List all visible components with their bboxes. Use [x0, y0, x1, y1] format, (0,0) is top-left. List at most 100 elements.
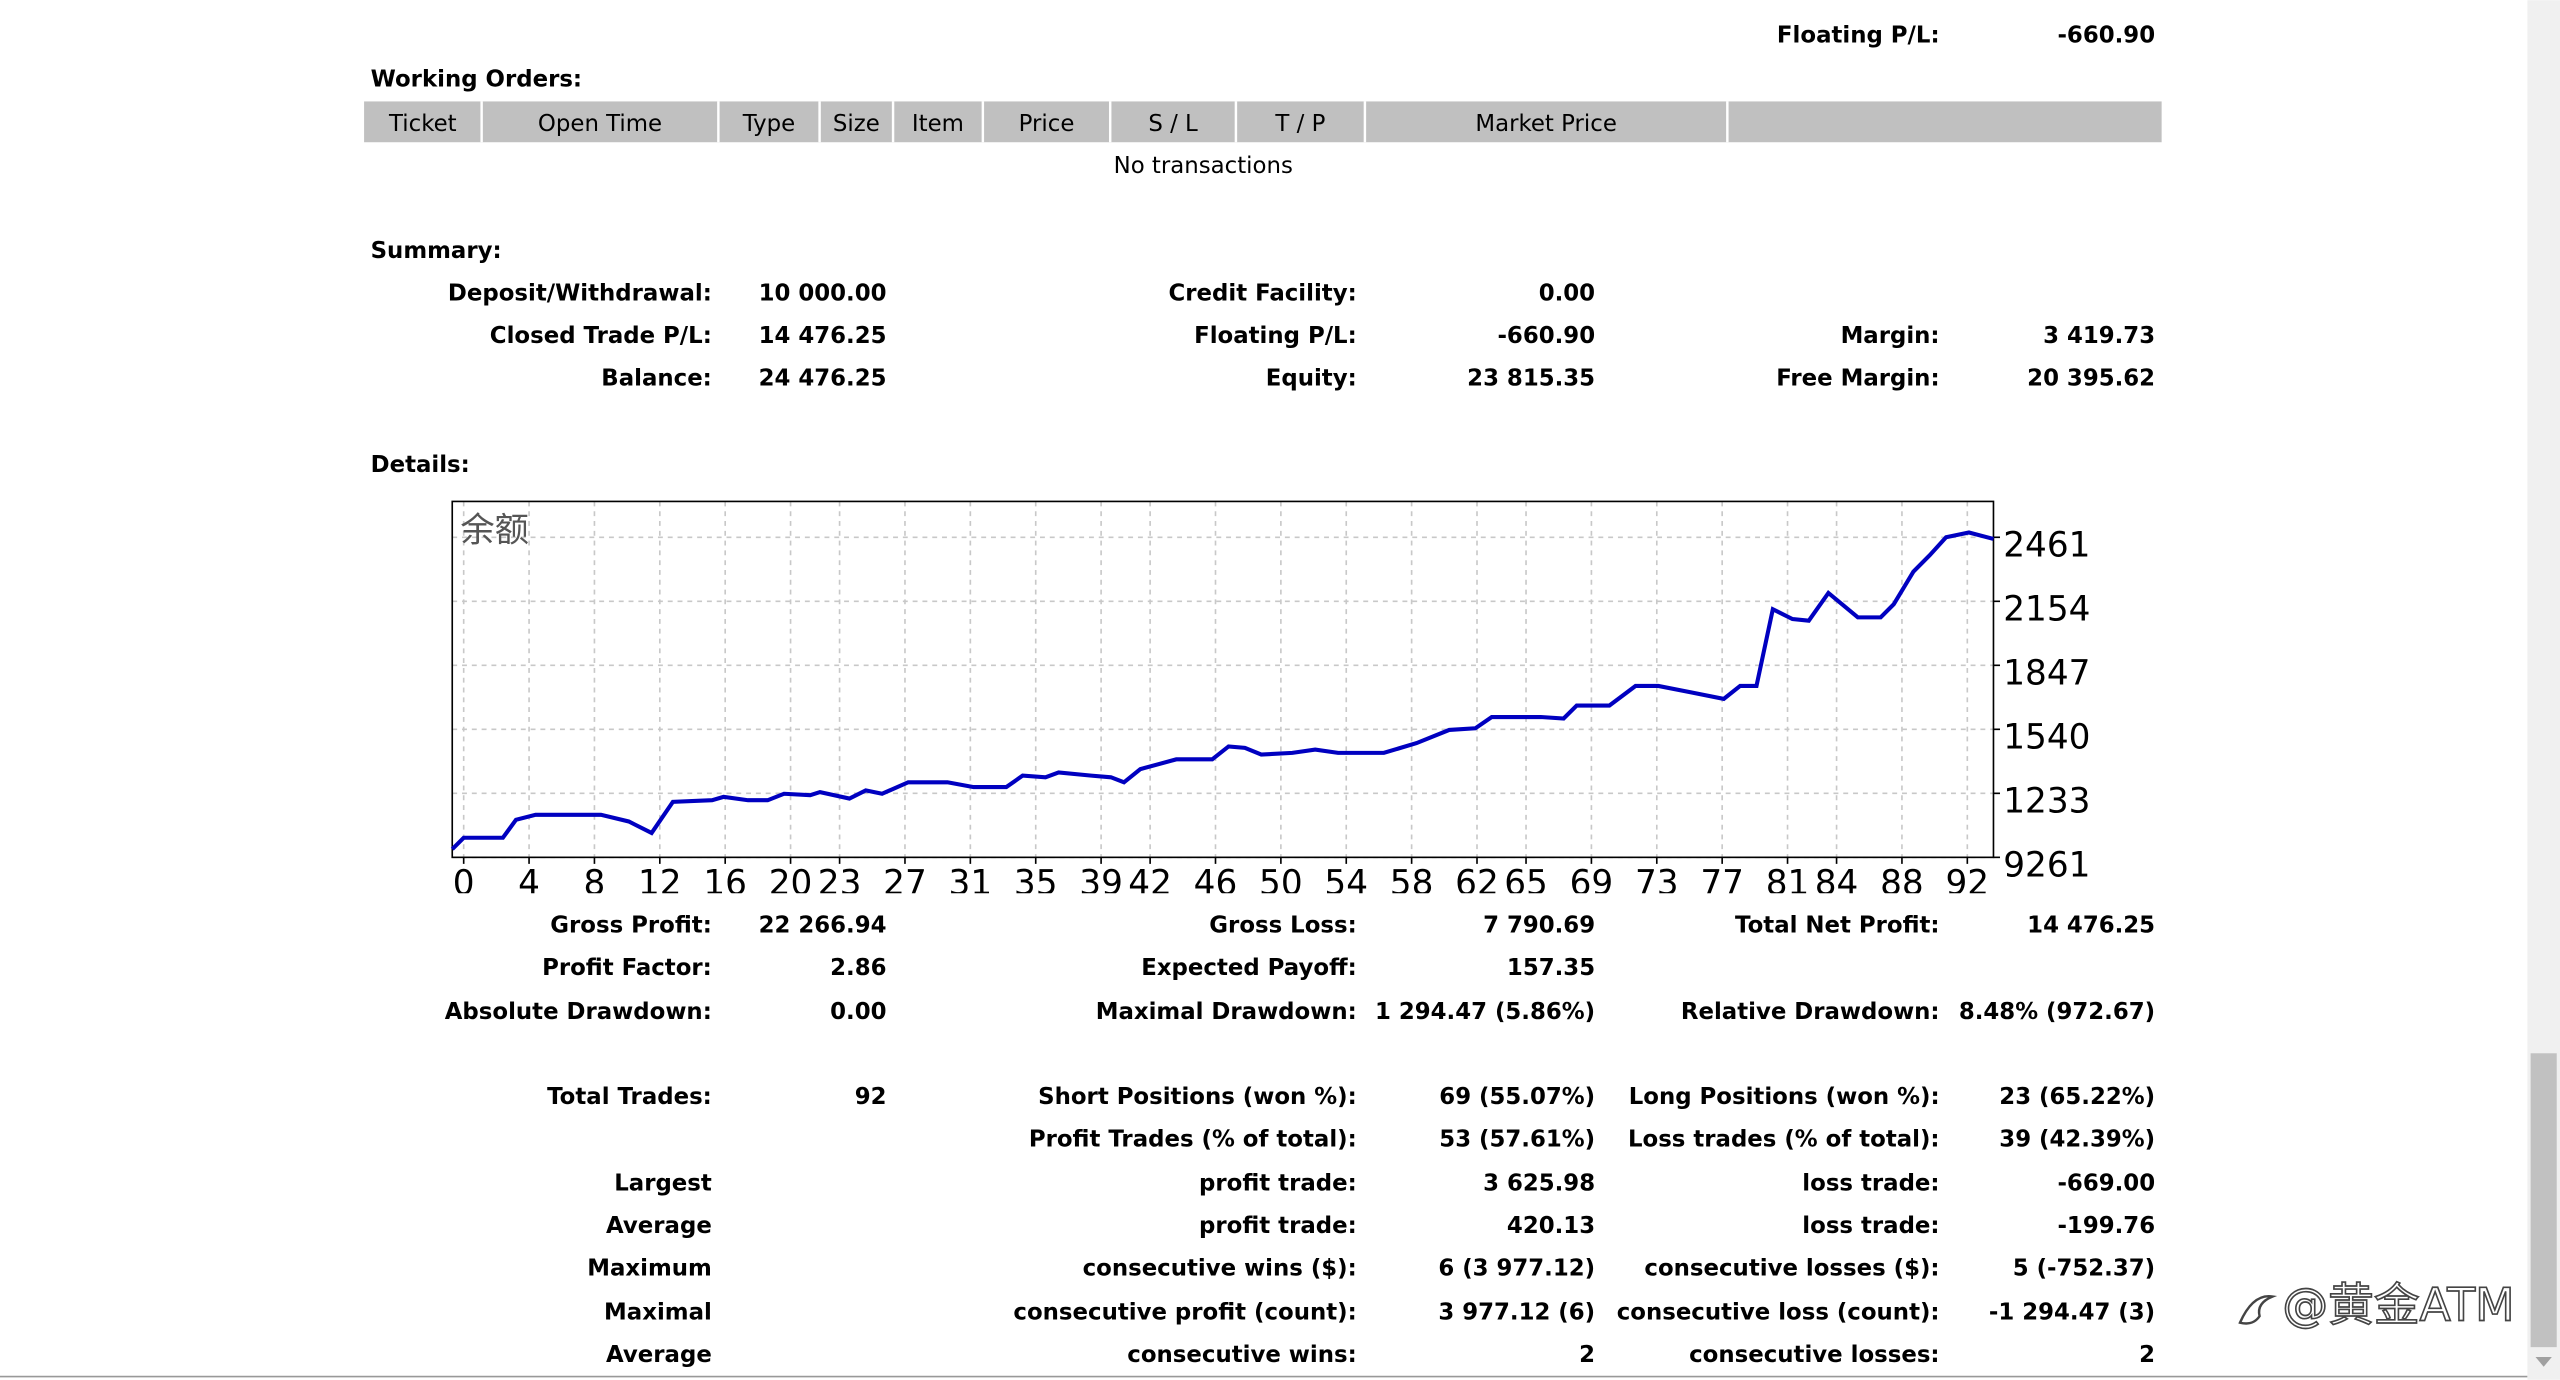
x-tick-label: 23	[818, 864, 862, 904]
x-tick-label: 77	[1700, 864, 1744, 904]
balance-line	[450, 530, 1994, 851]
field-value: 3 419.73	[2043, 323, 2155, 349]
field-value: 420.13	[1507, 1213, 1595, 1239]
field-label: Long Positions (won %):	[1629, 1084, 1940, 1110]
field-value: 24 476.25	[759, 365, 887, 391]
field-label: Largest	[614, 1170, 712, 1196]
x-tick-label: 58	[1390, 864, 1434, 904]
column-header: Type	[742, 111, 795, 137]
field-label: Maximal Drawdown:	[1096, 999, 1357, 1025]
plot-border	[451, 500, 1995, 859]
field-value: 23 815.35	[1467, 365, 1595, 391]
field-label: Loss trades (% of total):	[1628, 1126, 1940, 1152]
column-header: Market Price	[1475, 111, 1617, 137]
x-tick-label: 46	[1194, 864, 1238, 904]
field-label: Average	[606, 1213, 712, 1239]
section-title: Summary:	[371, 238, 502, 264]
column-header: Size	[833, 111, 880, 137]
field-value: 157.35	[1507, 955, 1595, 981]
field-label: profit trade:	[1199, 1170, 1357, 1196]
x-tick-label: 42	[1128, 864, 1172, 904]
field-value: -199.76	[2057, 1213, 2155, 1239]
y-tick-label: 2154	[2003, 590, 2090, 630]
field-value: 6 (3 977.12)	[1438, 1255, 1595, 1281]
x-tick-label: 39	[1079, 864, 1123, 904]
scroll-thumb[interactable]	[2530, 1053, 2557, 1348]
watermark-icon	[2238, 1295, 2278, 1325]
chart-title: 余额	[460, 510, 529, 550]
empty-note: No transactions	[1114, 153, 1293, 179]
field-label: loss trade:	[1802, 1170, 1939, 1196]
x-tick-label: 81	[1766, 864, 1810, 904]
field-label: consecutive profit (count):	[1013, 1299, 1356, 1325]
section-title: Working Orders:	[371, 67, 582, 93]
field-value: 8.48% (972.67)	[1959, 999, 2155, 1025]
field-label: Gross Profit:	[550, 912, 712, 938]
y-tick-label: 1847	[2003, 654, 2090, 694]
y-tick-label: 1540	[2003, 718, 2090, 758]
x-tick-label: 50	[1259, 864, 1303, 904]
field-label: Total Net Profit:	[1735, 912, 1940, 938]
x-tick-label: 35	[1014, 864, 1058, 904]
x-tick-label: 20	[769, 864, 813, 904]
field-value: 53 (57.61%)	[1439, 1126, 1595, 1152]
field-value: -669.00	[2057, 1170, 2155, 1196]
field-value: 69 (55.07%)	[1439, 1084, 1595, 1110]
field-value: 14 476.25	[759, 323, 887, 349]
y-tick-label: 9261	[2003, 846, 2090, 886]
column-header: Ticket	[388, 111, 457, 137]
field-label: loss trade:	[1802, 1213, 1939, 1239]
column-header: Price	[1019, 111, 1075, 137]
column-header: S / L	[1148, 111, 1198, 137]
x-tick-label: 69	[1570, 864, 1614, 904]
x-tick-label: 65	[1504, 864, 1548, 904]
field-value: 3 625.98	[1483, 1170, 1595, 1196]
y-tick-label: 2461	[2003, 526, 2090, 566]
watermark: @黄金ATM	[2282, 1278, 2514, 1331]
field-value: 10 000.00	[759, 281, 887, 307]
content: Floating P/L: -660.90 Working Orders: Ticke…	[364, 23, 2515, 1368]
field-value: 2	[2139, 1342, 2155, 1368]
field-label: Gross Loss:	[1209, 912, 1356, 938]
field-value: 5 (-752.37)	[2013, 1255, 2155, 1281]
field-label: Closed Trade P/L:	[490, 323, 712, 349]
x-tick-label: 92	[1946, 864, 1990, 904]
x-tick-label: 62	[1455, 864, 1499, 904]
x-tick-label: 84	[1815, 864, 1859, 904]
field-value: 14 476.25	[2027, 912, 2155, 938]
field-value: 2	[1579, 1342, 1595, 1368]
x-tick-label: 31	[949, 864, 993, 904]
x-tick-label: 4	[518, 864, 540, 904]
field-value: 39 (42.39%)	[1999, 1126, 2155, 1152]
field-value: 92	[855, 1084, 887, 1110]
field-value: 20 395.62	[2027, 365, 2155, 391]
value: -660.90	[2057, 23, 2155, 49]
field-value: 22 266.94	[759, 912, 887, 938]
field-label: consecutive losses ($):	[1644, 1255, 1939, 1281]
chart: 2461 2154 1847 1540 1233 9261 0 4 8 12 16 20 23 27 31 3…	[450, 500, 2090, 904]
y-tick-label: 1233	[2003, 782, 2090, 822]
field-label: profit trade:	[1199, 1213, 1357, 1239]
x-tick-label: 73	[1635, 864, 1679, 904]
field-label: Deposit/Withdrawal:	[448, 281, 712, 307]
field-label: Maximal	[604, 1299, 712, 1325]
field-value: 0.00	[1539, 281, 1595, 307]
field-value: 3 977.12 (6)	[1438, 1299, 1595, 1325]
field-label: Maximum	[587, 1255, 712, 1281]
column-header: Item	[912, 111, 964, 137]
x-tick-label: 54	[1324, 864, 1368, 904]
field-value: -1 294.47 (3)	[1989, 1299, 2155, 1325]
field-value: 0.00	[830, 999, 886, 1025]
column-header: Open Time	[538, 111, 662, 137]
field-label: consecutive wins ($):	[1083, 1255, 1357, 1281]
scroll-arrow[interactable]	[2535, 1356, 2552, 1367]
field-label: Total Trades:	[547, 1084, 712, 1110]
field-label: Profit Trades (% of total):	[1029, 1126, 1357, 1152]
x-tick-label: 0	[453, 864, 475, 904]
field-label: Floating P/L:	[1194, 323, 1357, 349]
field-label: Equity:	[1266, 365, 1357, 391]
field-label: Absolute Drawdown:	[445, 999, 712, 1025]
field-value: 23 (65.22%)	[1999, 1084, 2155, 1110]
